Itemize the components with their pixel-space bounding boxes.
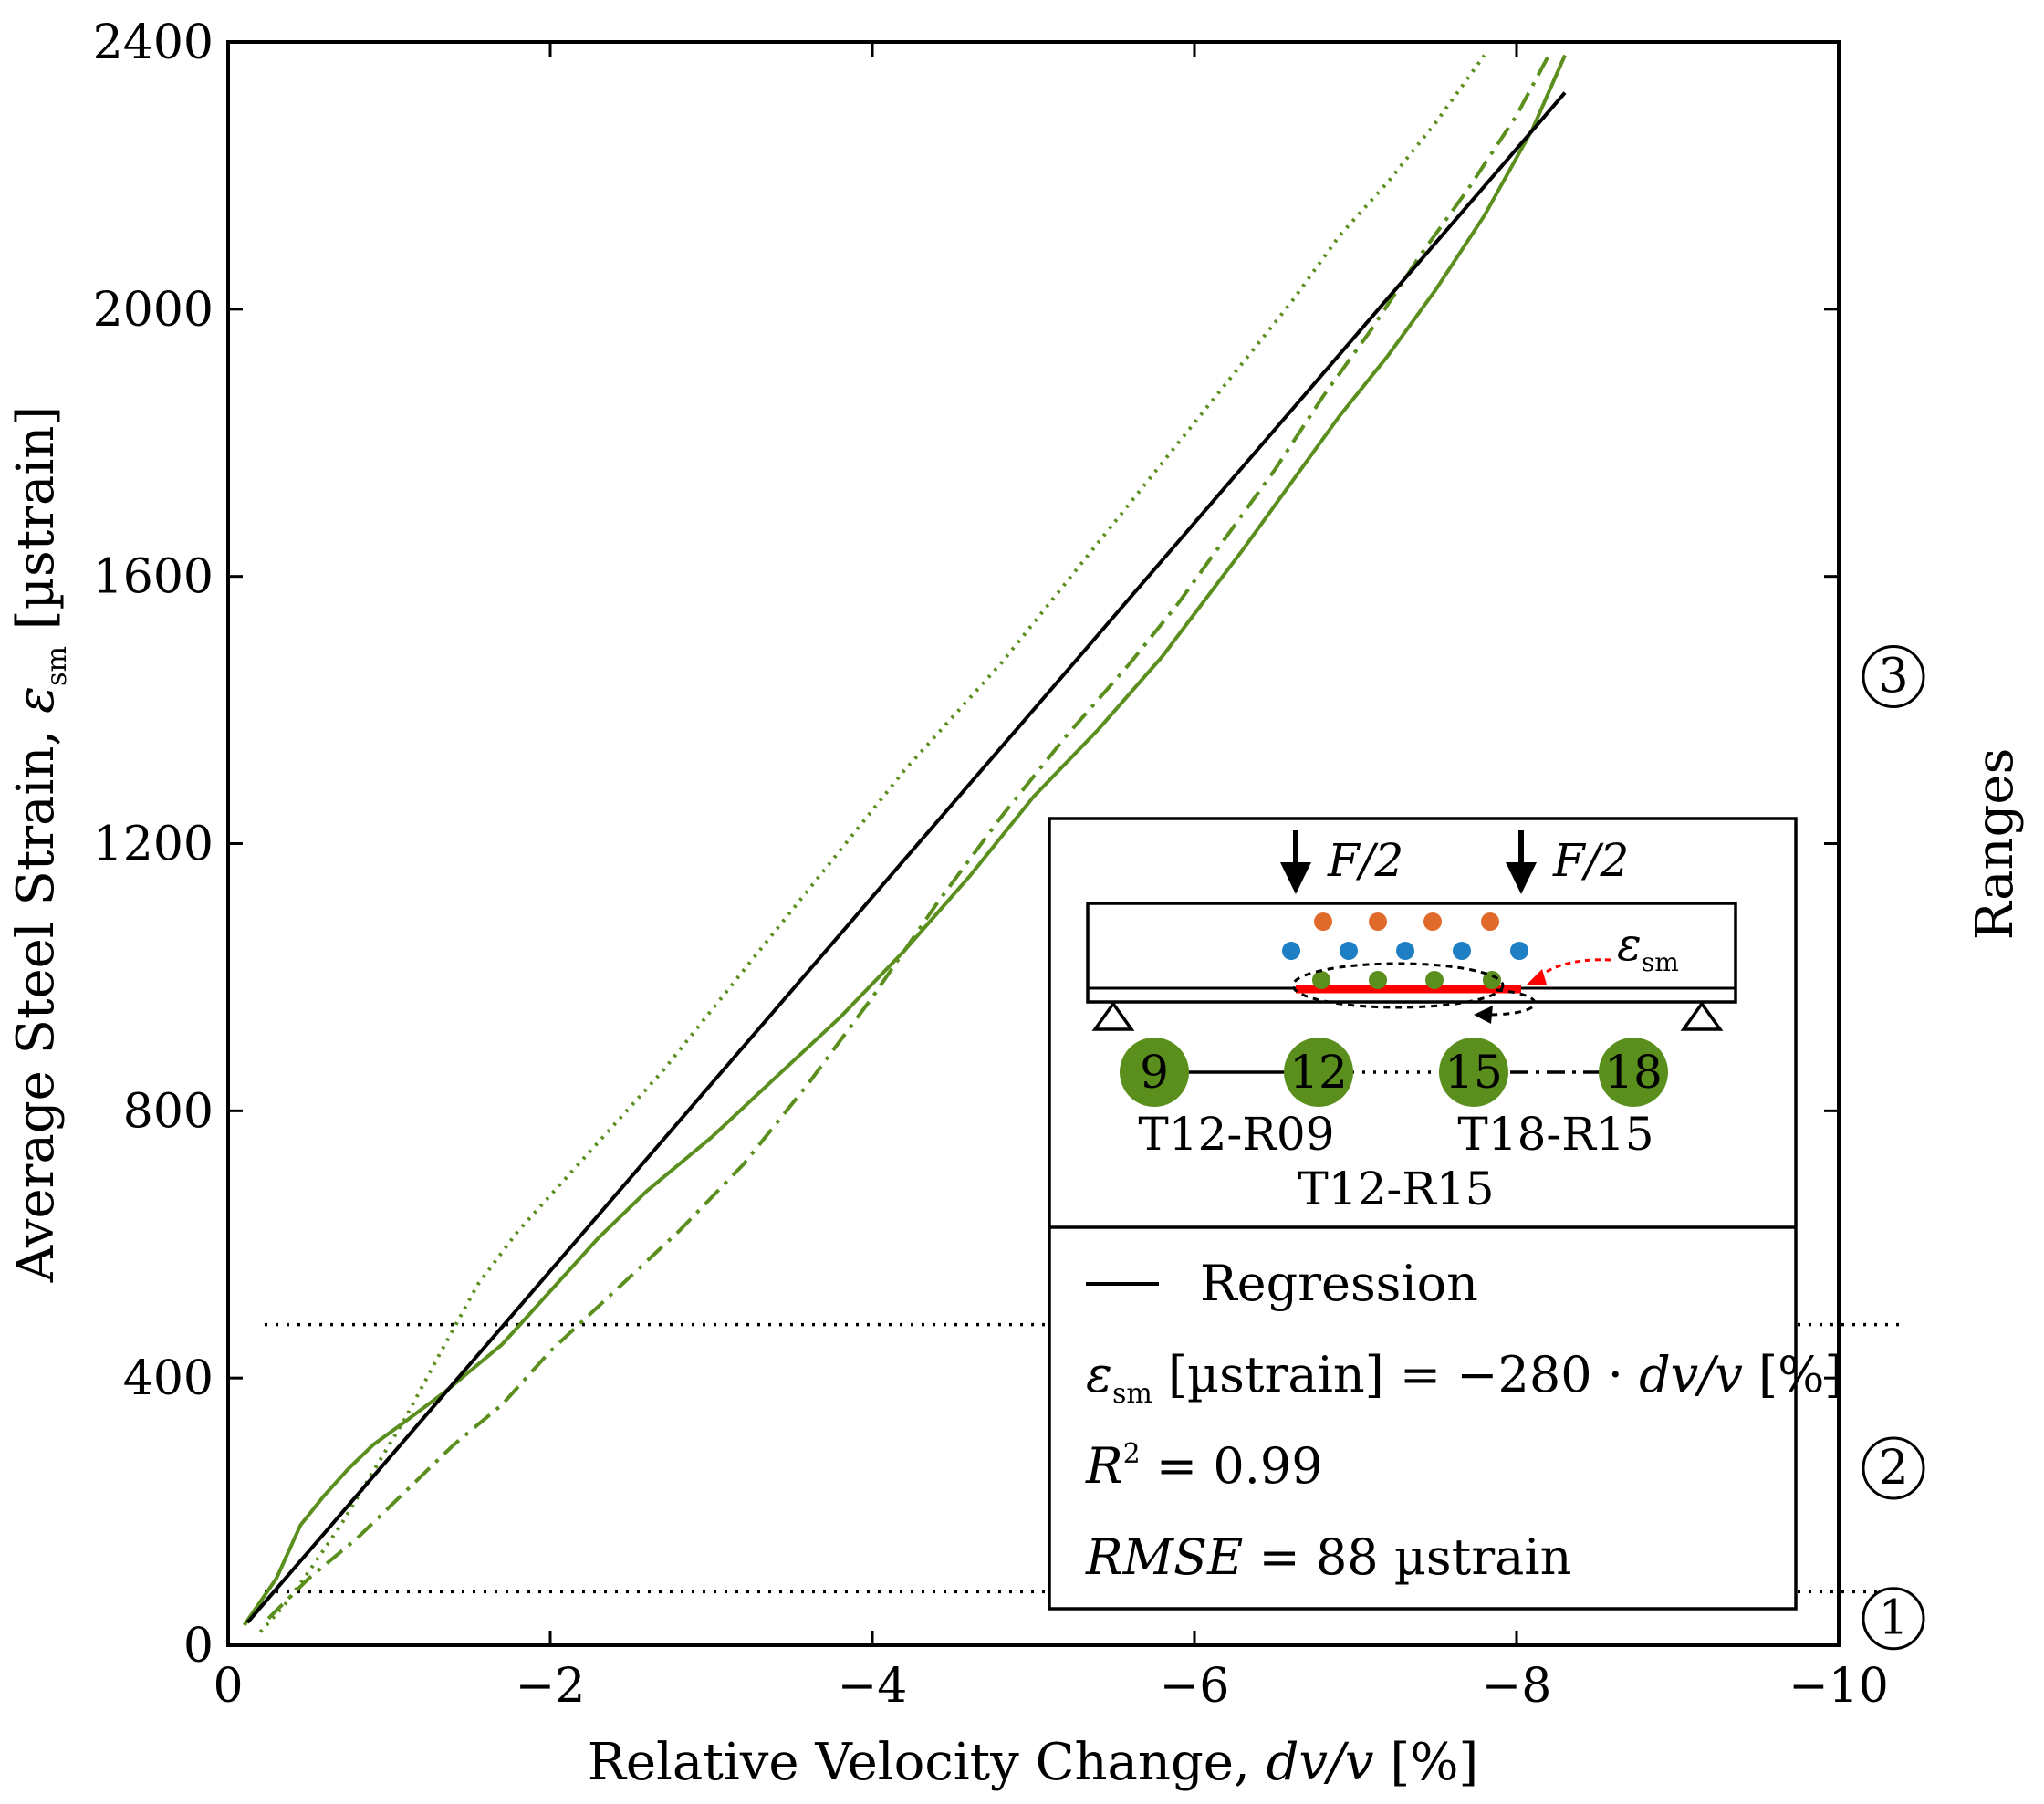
legend-regression-label: Regression	[1200, 1255, 1478, 1312]
rebar-circle-15: 15	[1439, 1038, 1508, 1107]
sensor-dot-middle	[1396, 942, 1414, 960]
strain-pointer-head	[1526, 969, 1547, 985]
sensor-dot-bottom	[1425, 971, 1444, 989]
y-tick-label: 800	[123, 1084, 214, 1139]
svg-text:18: 18	[1604, 1046, 1663, 1099]
svg-text:15: 15	[1444, 1046, 1503, 1099]
sensor-dot-top	[1369, 912, 1387, 931]
svg-text:12: 12	[1289, 1046, 1348, 1099]
series-line-t12-r09	[242, 54, 1567, 1627]
series-line-t12-r15	[258, 54, 1486, 1633]
y-tick-label: 2000	[93, 283, 214, 338]
x-tick-label: −8	[1482, 1659, 1552, 1714]
y-tick-label: 0	[183, 1619, 214, 1674]
svg-text:9: 9	[1140, 1046, 1169, 1099]
secondary-y-axis-label: Ranges	[1966, 748, 2025, 941]
sensor-dot-middle	[1453, 942, 1471, 960]
load-arrow-left	[1280, 830, 1311, 894]
x-tick-label: −10	[1788, 1659, 1889, 1714]
series-line-t18-r15	[266, 54, 1551, 1621]
range-marker-label: 2	[1878, 1441, 1908, 1496]
range-marker-circle	[1862, 644, 1925, 708]
rebar-circle-12: 12	[1284, 1038, 1353, 1107]
range-marker-circle	[1862, 1587, 1925, 1651]
sensor-dot-middle	[1340, 942, 1358, 960]
y-tick-label: 2400	[93, 16, 214, 70]
legend-equation: εsm [µstrain] = −280 · dv/v [%]	[1086, 1346, 1843, 1410]
range-marker-label: 3	[1878, 649, 1908, 704]
rebar-circle-9: 9	[1120, 1038, 1189, 1107]
sensor-dot-bottom	[1483, 971, 1501, 989]
specimen-label-t12-r15: T12-R15	[1298, 1163, 1494, 1215]
legend-rmse: RMSE = 88 µstrain	[1085, 1528, 1571, 1586]
inset-schematic: F/2 F/2 εsm 9 12	[1048, 817, 1843, 1611]
load-arrow-right	[1506, 830, 1537, 894]
x-axis-ticks: 0 −2 −4 −6 −8 −10	[213, 42, 1889, 1714]
zone-arrow-head	[1474, 1006, 1493, 1024]
sensor-dots	[1282, 912, 1528, 989]
y-axis-label: Average Steel Strain, εsm [µstrain]	[6, 406, 73, 1284]
legend-r2: R2 = 0.99	[1085, 1437, 1323, 1495]
sensor-dot-top	[1314, 912, 1332, 931]
x-axis-label: Relative Velocity Change, dv/v [%]	[588, 1733, 1479, 1792]
x-tick-label: −6	[1160, 1659, 1230, 1714]
support-left-icon	[1091, 1000, 1135, 1031]
sensor-dot-top	[1424, 912, 1442, 931]
sensor-dot-bottom	[1312, 971, 1330, 989]
x-tick-label: 0	[213, 1659, 243, 1714]
series-layer	[242, 54, 1567, 1633]
range-marker-label: 1	[1878, 1591, 1908, 1646]
specimen-label-t18-r15: T18-R15	[1457, 1108, 1653, 1161]
range-marker-circle	[1862, 1436, 1925, 1500]
y-axis-ticks: 0 400 800 1200 1600 2000 2400	[93, 16, 1839, 1674]
specimen-label-t12-r09: T12-R09	[1138, 1108, 1334, 1161]
series-line-regression	[245, 91, 1567, 1624]
x-tick-label: −4	[838, 1659, 908, 1714]
sensor-dot-middle	[1282, 942, 1300, 960]
range-markers: 1 2 3	[1862, 644, 1925, 1651]
zone-arrow	[1486, 988, 1537, 1017]
y-tick-label: 400	[123, 1351, 214, 1406]
load-label-left: F/2	[1327, 834, 1403, 887]
sensor-dot-middle	[1510, 942, 1528, 960]
load-label-right: F/2	[1552, 834, 1629, 887]
sensor-dot-top	[1481, 912, 1499, 931]
rebar-circle-18: 18	[1599, 1038, 1668, 1107]
measurement-zone-ellipse	[1291, 962, 1505, 1009]
y-tick-label: 1200	[93, 818, 214, 872]
x-tick-label: −2	[516, 1659, 586, 1714]
y-tick-label: 1600	[93, 550, 214, 605]
sensor-dot-bottom	[1369, 971, 1387, 989]
support-right-icon	[1680, 1000, 1724, 1031]
